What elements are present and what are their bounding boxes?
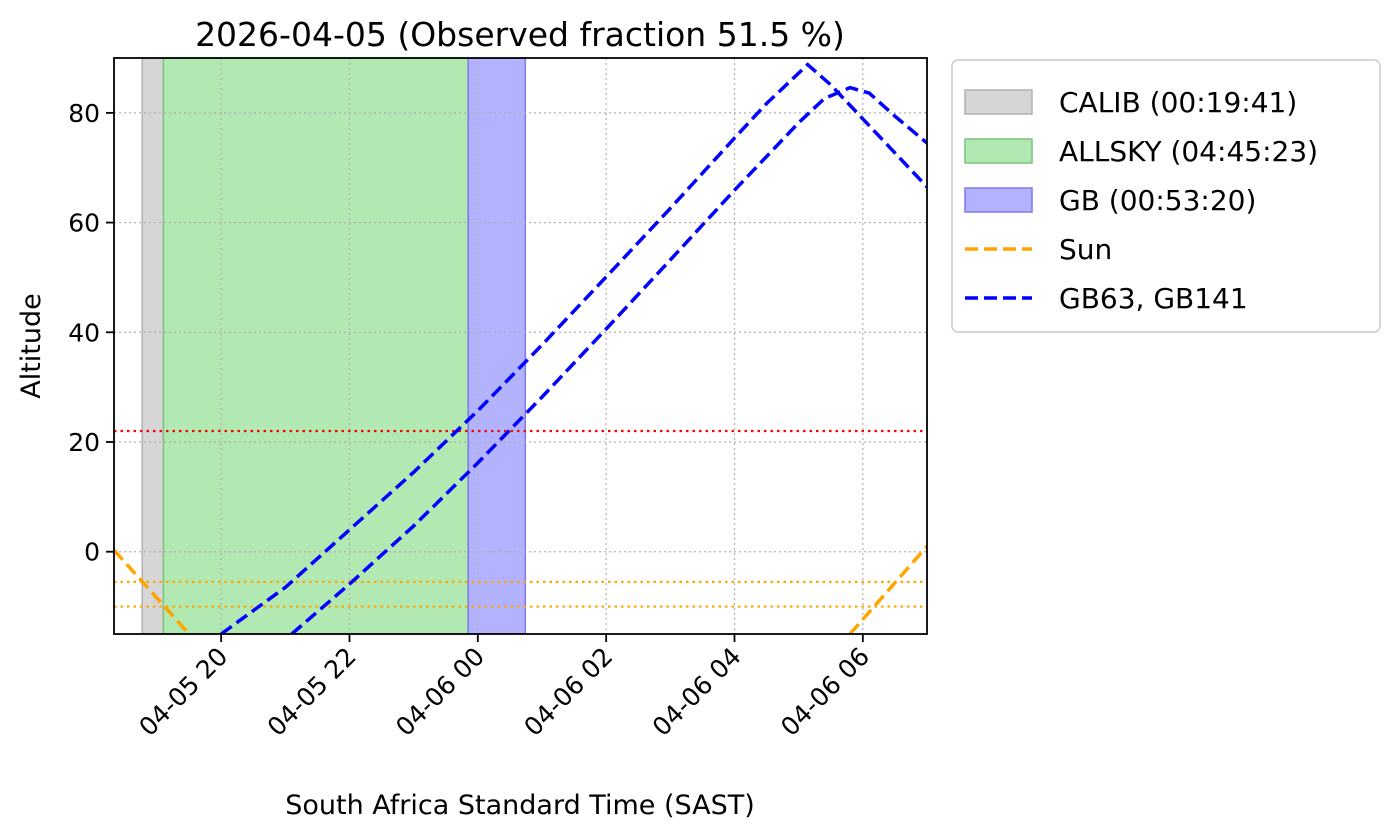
span-calib: [141, 58, 165, 634]
series-line-2: [290, 85, 927, 634]
y-tick-label: 0: [84, 538, 100, 567]
plot-area: 04-05 20 04-05 22 04-06 00 04-06 02 04-06 04…: [68, 57, 928, 742]
legend-swatch: [964, 187, 1033, 213]
x-tick-label: 04-06 02: [518, 642, 618, 742]
x-axis-label: South Africa Standard Time (SAST): [285, 790, 755, 821]
span-allsky: [162, 58, 469, 634]
x-tick-label: 04-06 04: [647, 642, 747, 742]
span-gb: [467, 58, 527, 634]
y-tick-label: 80: [68, 99, 100, 128]
chart-title: 2026-04-05 (Observed fraction 51.5 %): [195, 15, 845, 54]
legend-swatch: [964, 138, 1033, 164]
y-axis-label: Altitude: [16, 293, 47, 399]
legend-label: GB63, GB141: [1059, 282, 1248, 315]
x-tick-label: 04-06 06: [775, 642, 875, 742]
y-tick-label: 60: [68, 209, 100, 238]
x-tick-label: 04-05 22: [262, 642, 362, 742]
plot-content: [114, 58, 927, 634]
series-line-1: [220, 62, 927, 634]
legend-label: CALIB (00:19:41): [1059, 86, 1297, 119]
x-tick-label: 04-05 20: [133, 642, 233, 742]
legend-box: [951, 59, 1381, 333]
legend-label: Sun: [1059, 233, 1112, 266]
axes-frame: [113, 57, 928, 635]
y-tick-label: 20: [68, 428, 100, 457]
legend-swatch: [964, 89, 1033, 115]
legend: CALIB (00:19:41) ALLSKY (04:45:23) GB (00:…: [951, 59, 1381, 333]
x-tick-label: 04-06 00: [390, 642, 490, 742]
legend-label: ALLSKY (04:45:23): [1059, 135, 1318, 168]
y-tick-label: 40: [68, 318, 100, 347]
series-line-0: [848, 545, 927, 634]
legend-label: GB (00:53:20): [1059, 184, 1256, 217]
